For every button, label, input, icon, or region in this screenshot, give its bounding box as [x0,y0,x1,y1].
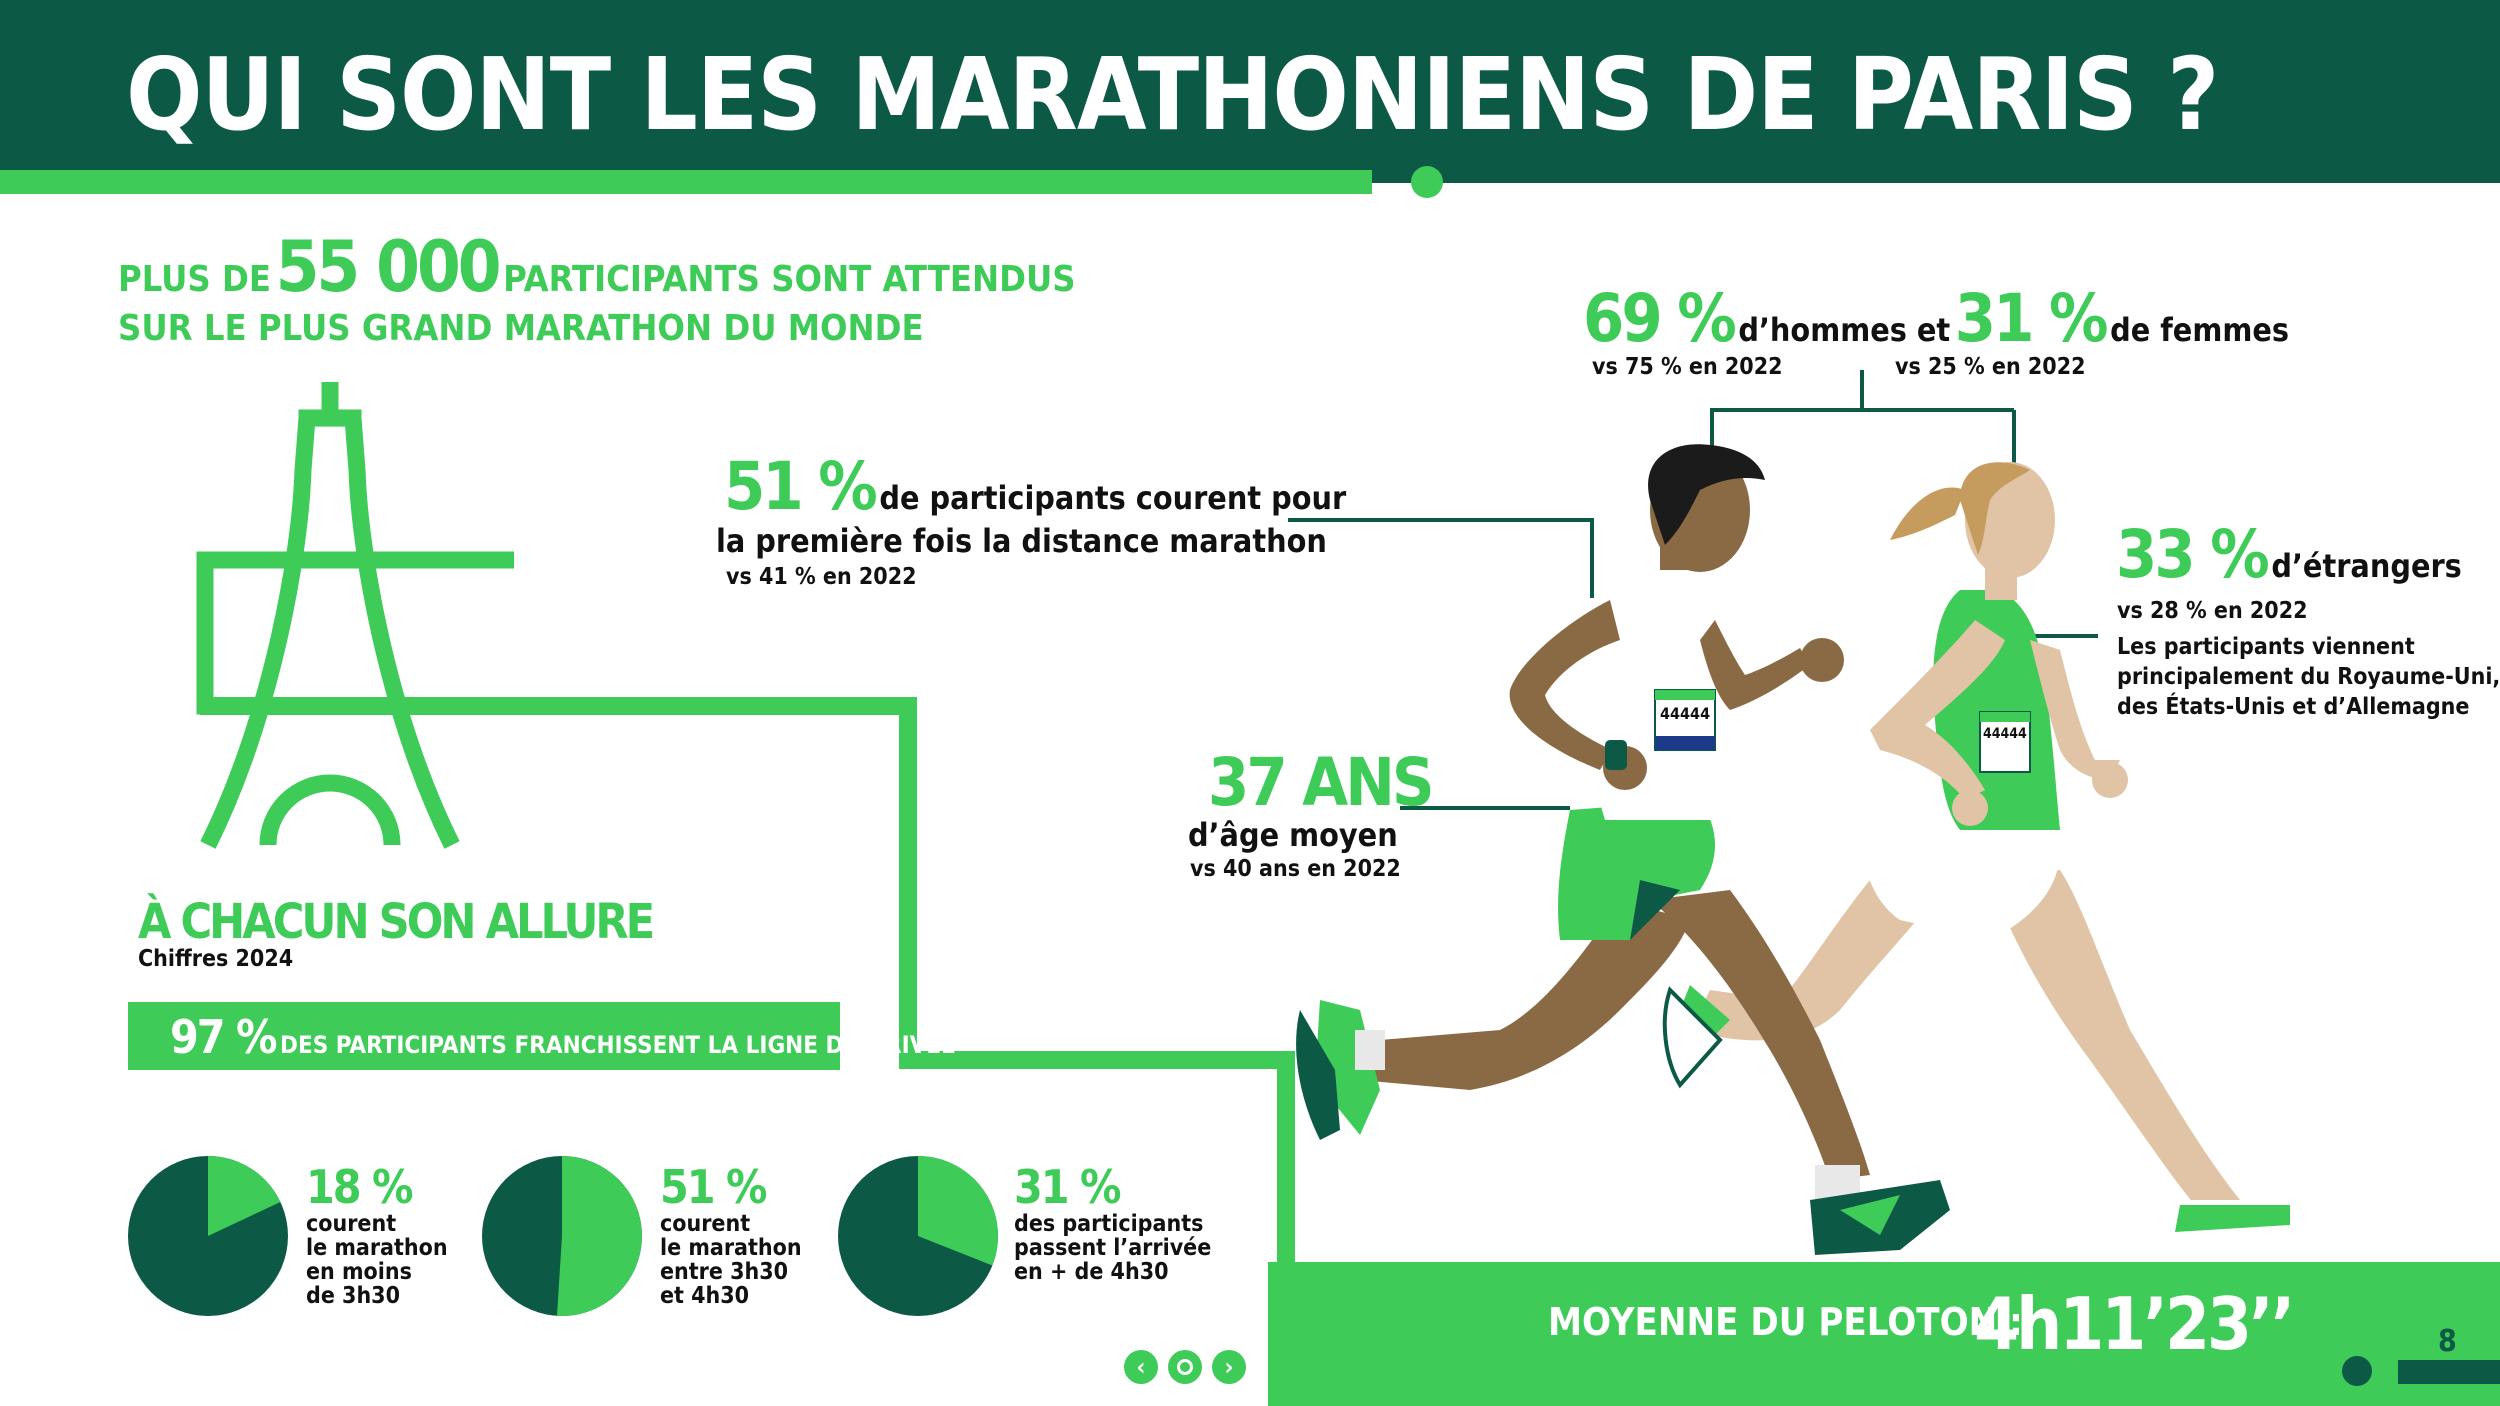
intro-suffix: PARTICIPANTS SONT ATTENDUS [503,259,1076,300]
page-number: 8 [2438,1324,2457,1359]
pie-pct-2: 51 % [660,1160,767,1214]
pie-chart-under-3h30 [128,1156,288,1316]
foreigners-detail-1: Les participants viennent [2117,634,2415,660]
first-time-pct: 51 % [724,448,878,525]
connector-lines [1288,370,2098,810]
finish-stat: 97 % DES PARTICIPANTS FRANCHISSENT LA LI… [170,1010,956,1064]
footer-dot [2342,1356,2372,1386]
first-time-text1: de participants courent pour [879,479,1347,517]
home-button[interactable] [1168,1350,1202,1384]
prev-button[interactable]: ‹ [1124,1350,1158,1384]
foreigners-detail-3: des États-Unis et d’Allemagne [2117,694,2470,720]
foreigners-pct: 33 % [2116,516,2270,593]
finish-text: DES PARTICIPANTS FRANCHISSENT LA LIGNE D… [280,1031,956,1059]
foreigners-stat: 33 % d’étrangers [2116,516,2462,593]
pie-slice [208,1156,281,1236]
gender-stat: 69 % d’hommes et 31 % de femmes [1583,280,2289,357]
first-time-text2: la première fois la distance marathon [716,522,1327,560]
foreigners-text: d’étrangers [2271,547,2462,585]
pie-chart-over-4h30 [838,1156,998,1316]
eiffel-tower-icon [196,382,514,849]
women-text: de femmes [2110,311,2289,349]
pie-slice [918,1156,998,1266]
bib-number-male: 44444 [1660,704,1711,723]
foreigners-detail-2: principalement du Royaume-Uni, [2117,664,2500,690]
footer-bar [2398,1360,2500,1384]
intro-line2: SUR LE PLUS GRAND MARATHON DU MONDE [118,308,924,349]
men-text: d’hommes et [1738,311,1951,349]
pie-chart-3h30-4h30 [482,1156,642,1316]
pie-text-2: courent le marathon entre 3h30 et 4h30 [660,1211,802,1309]
female-runner [1662,462,2290,1240]
first-time-line1: 51 % de participants courent pour [724,448,1346,525]
average-label: MOYENNE DU PELOTON : [1548,1300,2023,1344]
finish-banner [128,1002,840,1070]
pie-pct-3: 31 % [1014,1160,1121,1214]
women-pct: 31 % [1954,280,2109,357]
male-runner [1296,444,1950,1255]
women-vs: vs 25 % en 2022 [1895,354,2086,380]
average-banner [1268,1262,2500,1406]
average-value: 4h11’23’’ [1974,1282,2295,1366]
header-bar [0,0,2500,183]
first-time-vs: vs 41 % en 2022 [726,564,917,590]
page-title: QUI SONT LES MARATHONIENS DE PARIS ? [126,36,2219,153]
men-vs: vs 75 % en 2022 [1592,354,1783,380]
circle-icon [1177,1359,1193,1375]
header-dot [1411,166,1443,198]
pie-pct-1: 18 % [306,1160,413,1214]
intro-prefix: PLUS DE [118,259,271,300]
path-line [200,697,1295,1300]
age-vs: vs 40 ans en 2022 [1190,856,1401,882]
pie-text-1: courent le marathon en moins de 3h30 [306,1211,448,1309]
intro-line1: PLUS DE 55 000 PARTICIPANTS SONT ATTENDU… [118,226,1076,308]
intro-number: 55 000 [275,226,502,308]
men-pct: 69 % [1583,280,1737,357]
pie-text-3: des participants passent l’arrivée en + … [1014,1211,1212,1285]
age-value: 37 ANS [1208,744,1435,821]
allure-title: À CHACUN SON ALLURE [138,894,655,950]
bib-number-female: 44444 [1983,726,2027,742]
next-button[interactable]: › [1212,1350,1246,1384]
foreigners-vs: vs 28 % en 2022 [2117,598,2308,624]
finish-pct: 97 % [170,1010,277,1064]
header-underline [0,170,1372,194]
allure-subtitle: Chiffres 2024 [138,946,294,972]
pie-slice [556,1156,642,1316]
age-text: d’âge moyen [1188,816,1398,854]
